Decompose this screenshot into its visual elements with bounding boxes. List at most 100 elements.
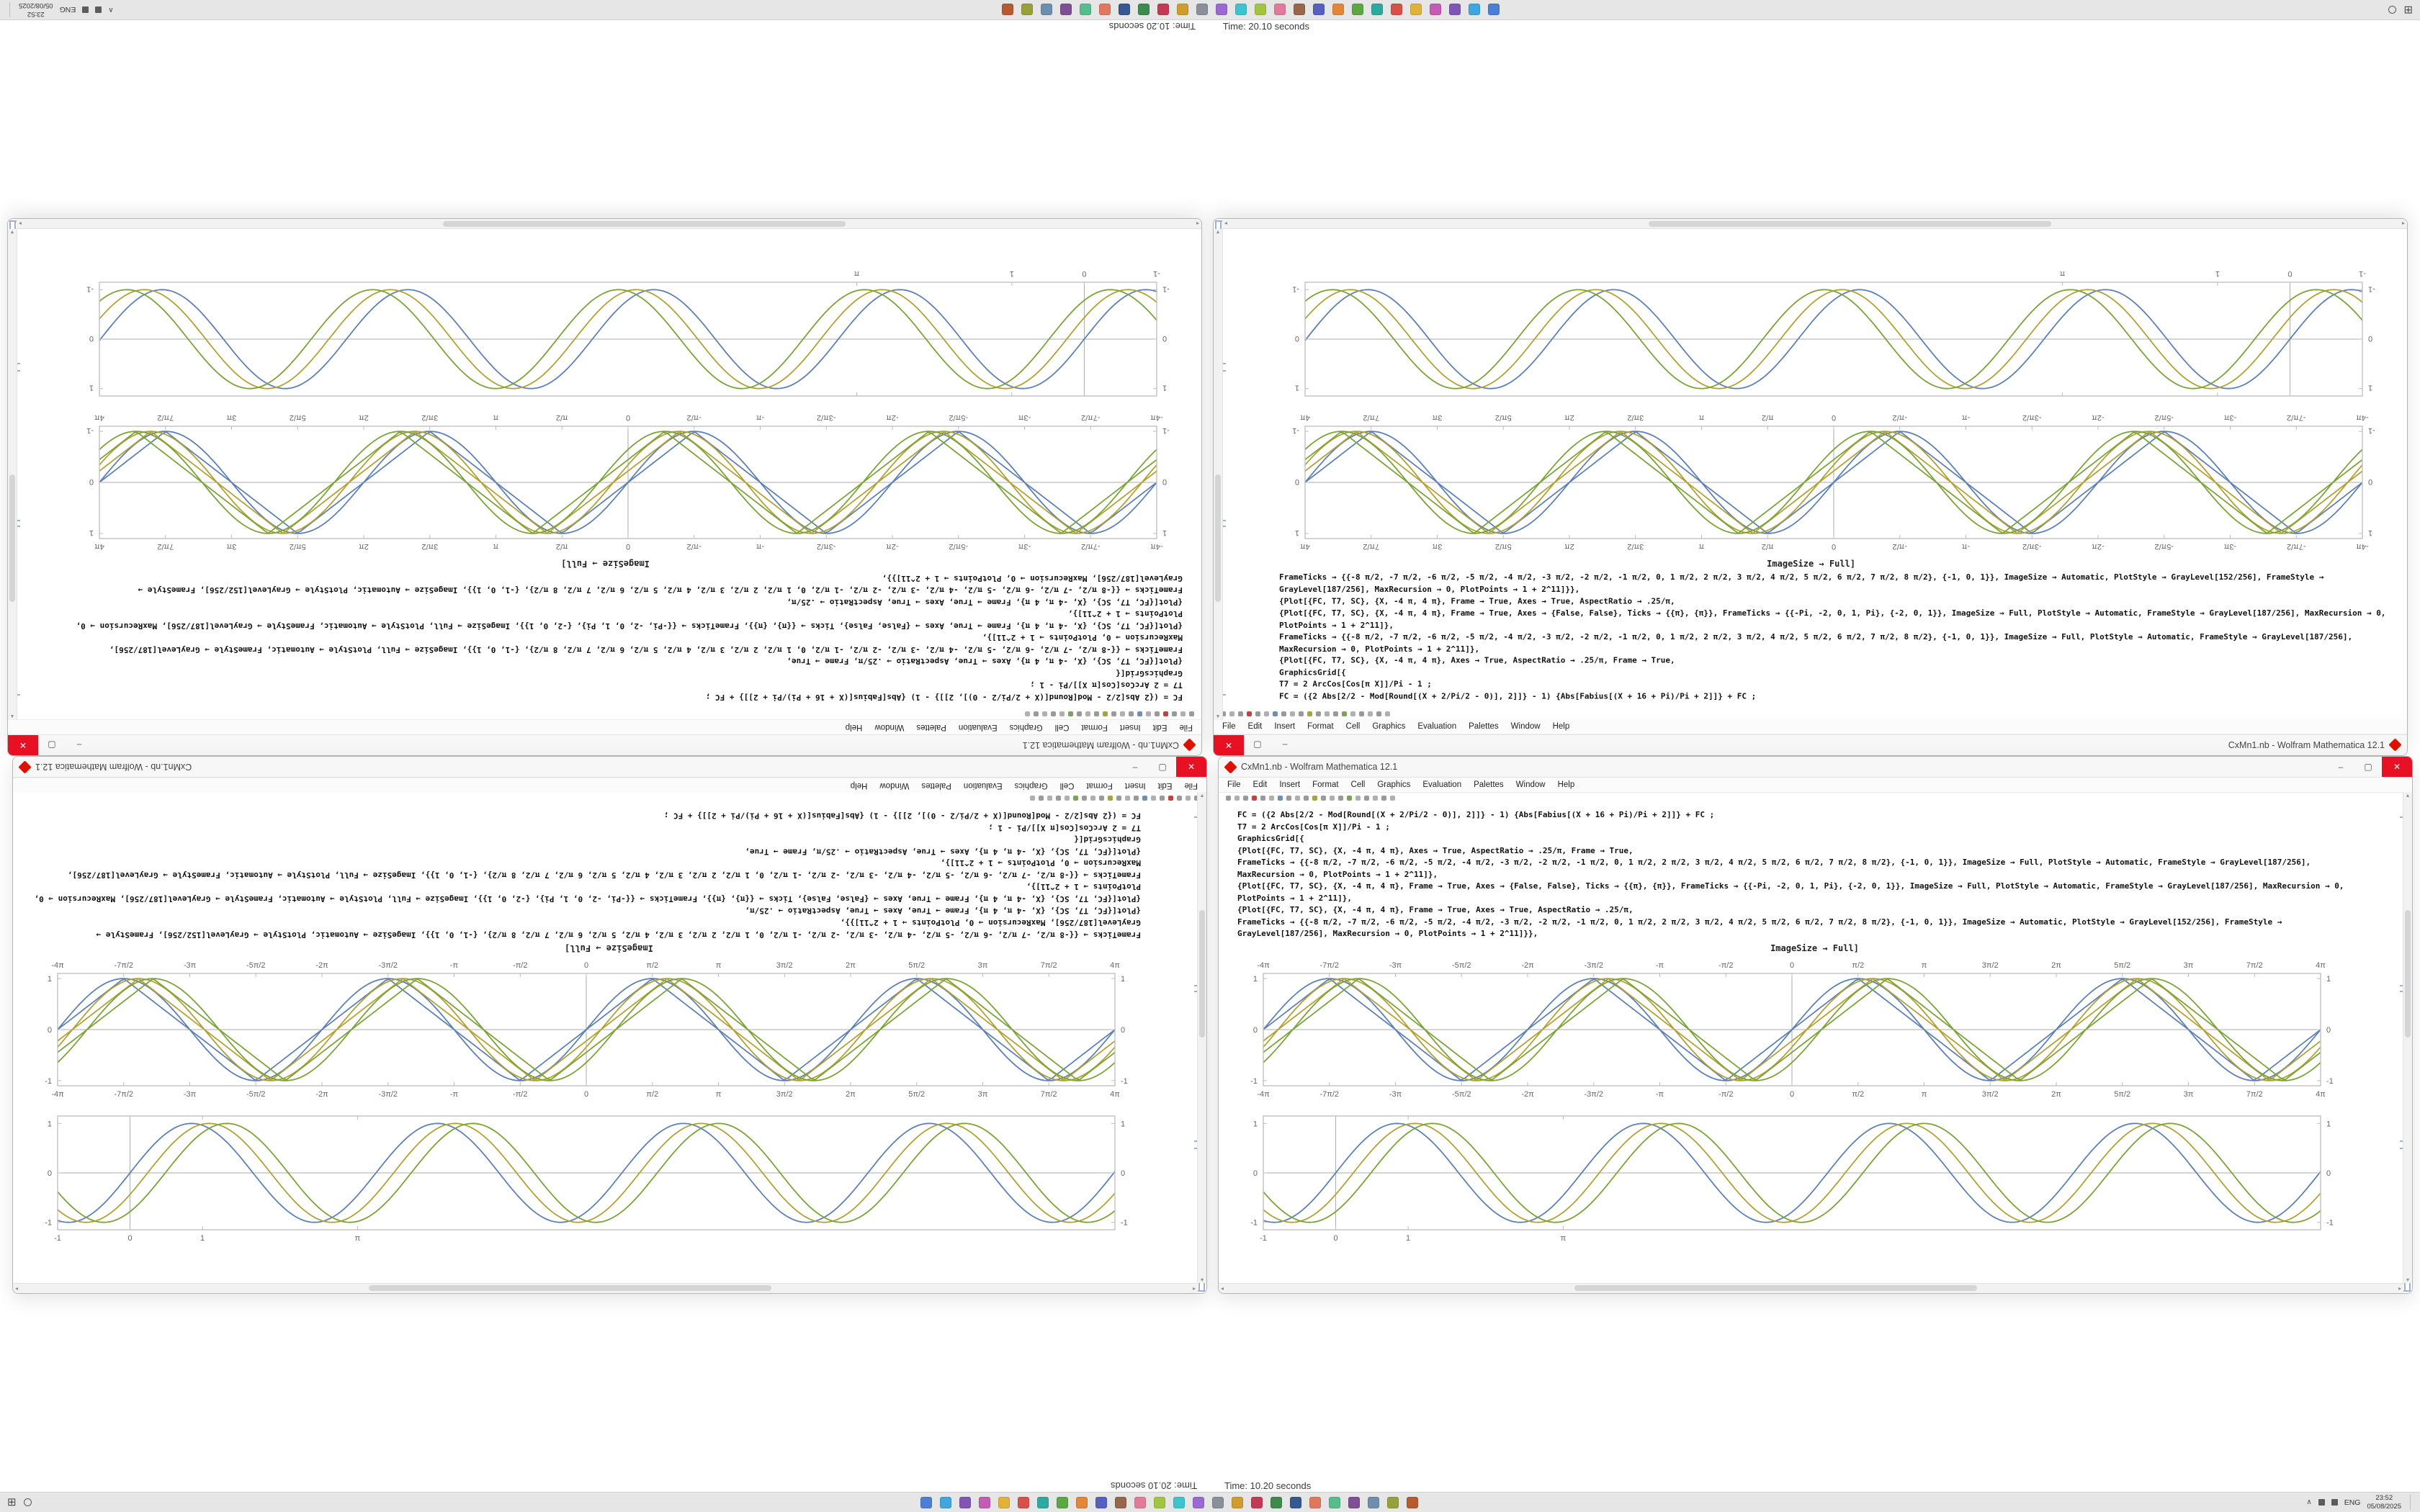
- taskbar-app-red[interactable]: [1018, 1496, 1030, 1508]
- menu-item-file[interactable]: File: [1227, 780, 1241, 789]
- taskbar-app-crimson[interactable]: [1157, 4, 1169, 16]
- taskbar-app-mint[interactable]: [1329, 1496, 1341, 1508]
- toolbar-icon-13[interactable]: [1077, 711, 1082, 716]
- close-button[interactable]: ✕: [1214, 735, 1244, 755]
- scroll-up-icon[interactable]: ▴: [2406, 792, 2409, 798]
- menu-item-edit[interactable]: Edit: [1152, 723, 1168, 732]
- menu-item-graphics[interactable]: Graphics: [1009, 723, 1043, 732]
- toolbar-icon-12[interactable]: [1090, 796, 1095, 801]
- scroll-right-icon[interactable]: ▸: [2398, 1285, 2401, 1292]
- menu-item-window[interactable]: Window: [874, 723, 905, 732]
- tray-clock[interactable]: 23:52 05/08/2025: [19, 1, 53, 18]
- taskbar-app-yellow[interactable]: [998, 1496, 1010, 1508]
- toolbar-icon-9[interactable]: [1299, 711, 1304, 716]
- toolbar-icon-11[interactable]: [1316, 711, 1321, 716]
- toolbar-icon-6[interactable]: [1137, 711, 1142, 716]
- taskbar-app-steel[interactable]: [1368, 1496, 1380, 1508]
- tray-language-label[interactable]: ENG: [2344, 1498, 2361, 1507]
- toolbar-icon-2[interactable]: [1177, 796, 1182, 801]
- menu-item-format[interactable]: Format: [1307, 722, 1334, 731]
- menu-item-window[interactable]: Window: [1510, 722, 1541, 731]
- toolbar-icon-19[interactable]: [1025, 711, 1030, 716]
- taskbar-app-rust[interactable]: [1407, 1496, 1419, 1508]
- toolbar-icon-6[interactable]: [1142, 796, 1147, 801]
- menu-item-format[interactable]: Format: [1081, 723, 1108, 732]
- menu-item-help[interactable]: Help: [850, 781, 868, 790]
- toolbar-icon-13[interactable]: [1082, 796, 1087, 801]
- window-titlebar[interactable]: CxMn1.nb - Wolfram Mathematica 12.1 – ▢ ✕: [1219, 757, 2412, 778]
- taskbar-app-orange[interactable]: [1076, 1496, 1088, 1508]
- toolbar-icon-16[interactable]: [1056, 796, 1061, 801]
- start-button[interactable]: ⊞: [2403, 4, 2413, 16]
- horizontal-scroll-thumb[interactable]: [1649, 221, 2052, 227]
- taskbar-app-gray[interactable]: [1212, 1496, 1224, 1508]
- menu-item-graphics[interactable]: Graphics: [1372, 722, 1406, 731]
- maximize-button[interactable]: ▢: [1244, 735, 1271, 755]
- taskbar-app-brown[interactable]: [1115, 1496, 1127, 1508]
- taskbar-app-blue[interactable]: [920, 1496, 933, 1508]
- toolbar-icon-7[interactable]: [1286, 796, 1291, 801]
- toolbar-icon-18[interactable]: [1376, 711, 1381, 716]
- toolbar-icon-10[interactable]: [1312, 796, 1317, 801]
- menu-item-evaluation[interactable]: Evaluation: [1422, 780, 1462, 789]
- taskbar-app-magenta[interactable]: [1429, 4, 1441, 16]
- taskbar-app-lime[interactable]: [1154, 1496, 1166, 1508]
- toolbar-icon-6[interactable]: [1273, 711, 1278, 716]
- toolbar-icon-5[interactable]: [1269, 796, 1274, 801]
- horizontal-scrollbar[interactable]: ◂ ▸: [1222, 219, 2407, 229]
- toolbar-icon-9[interactable]: [1304, 796, 1309, 801]
- taskbar-app-teal[interactable]: [1371, 4, 1383, 16]
- taskbar-app-plum[interactable]: [1348, 1496, 1361, 1508]
- taskbar-app-violet[interactable]: [1193, 1496, 1205, 1508]
- toolbar-icon-14[interactable]: [1068, 711, 1073, 716]
- taskbar-app-sky[interactable]: [940, 1496, 952, 1508]
- menu-item-edit[interactable]: Edit: [1247, 722, 1263, 731]
- toolbar-icon-3[interactable]: [1247, 711, 1252, 716]
- taskbar-app-cyan[interactable]: [1234, 4, 1247, 16]
- toolbar-icon-13[interactable]: [1333, 711, 1338, 716]
- toolbar-icon-5[interactable]: [1146, 711, 1151, 716]
- taskbar-app-green[interactable]: [1351, 4, 1363, 16]
- toolbar-icon-14[interactable]: [1342, 711, 1347, 716]
- menu-item-cell[interactable]: Cell: [1345, 722, 1361, 731]
- taskbar-app-teal[interactable]: [1037, 1496, 1049, 1508]
- menu-item-window[interactable]: Window: [1515, 780, 1546, 789]
- scroll-up-icon[interactable]: ▴: [11, 714, 14, 720]
- toolbar-icon-10[interactable]: [1307, 711, 1312, 716]
- tray-network-icon[interactable]: [95, 6, 102, 13]
- taskbar-app-magenta[interactable]: [979, 1496, 991, 1508]
- taskbar-app-indigo[interactable]: [1095, 1496, 1108, 1508]
- taskbar-app-purple[interactable]: [1448, 4, 1461, 16]
- taskbar-app-navy[interactable]: [1118, 4, 1130, 16]
- menu-item-help[interactable]: Help: [1557, 780, 1575, 789]
- toolbar-icon-2[interactable]: [1172, 711, 1177, 716]
- scroll-right-icon[interactable]: ▸: [1224, 220, 1228, 227]
- taskbar-app-indigo[interactable]: [1312, 4, 1325, 16]
- toolbar-icon-16[interactable]: [1359, 711, 1364, 716]
- taskbar-app-crimson[interactable]: [1251, 1496, 1263, 1508]
- taskbar-app-orange[interactable]: [1332, 4, 1344, 16]
- menu-item-edit[interactable]: Edit: [1157, 781, 1173, 790]
- input-cell[interactable]: FC = ({2 Abs[2/2 - Mod[Round[(X + 2/Pi/2…: [1237, 809, 2347, 940]
- toolbar-icon-4[interactable]: [1260, 796, 1265, 801]
- minimize-button[interactable]: –: [2327, 757, 2354, 777]
- toolbar-icon-19[interactable]: [1390, 796, 1395, 801]
- toolbar-icon-19[interactable]: [1030, 796, 1035, 801]
- maximize-button[interactable]: ▢: [38, 735, 66, 755]
- toolbar-icon-9[interactable]: [1111, 711, 1116, 716]
- menu-item-insert[interactable]: Insert: [1119, 723, 1141, 732]
- horizontal-scrollbar[interactable]: ◂ ▸: [13, 1283, 1198, 1293]
- menu-item-format[interactable]: Format: [1312, 780, 1339, 789]
- window-titlebar[interactable]: CxMn1.nb - Wolfram Mathematica 12.1 – ▢ ✕: [1214, 734, 2407, 755]
- notification-area-edge[interactable]: [2410, 1495, 2414, 1510]
- toolbar-icon-15[interactable]: [1059, 711, 1065, 716]
- scroll-down-icon[interactable]: ▾: [1216, 229, 1220, 235]
- window-titlebar[interactable]: CxMn1.nb - Wolfram Mathematica 12.1 – ▢ ✕: [8, 734, 1201, 755]
- toolbar-icon-3[interactable]: [1168, 796, 1173, 801]
- toolbar-icon-1[interactable]: [1229, 711, 1234, 716]
- maximize-button[interactable]: ▢: [1149, 757, 1176, 777]
- input-cell[interactable]: FC = ({2 Abs[2/2 - Mod[Round[(X + 2/Pi/2…: [73, 572, 1183, 703]
- taskbar-app-violet[interactable]: [1215, 4, 1227, 16]
- menu-item-palettes[interactable]: Palettes: [916, 723, 946, 732]
- toolbar-icon-4[interactable]: [1255, 711, 1260, 716]
